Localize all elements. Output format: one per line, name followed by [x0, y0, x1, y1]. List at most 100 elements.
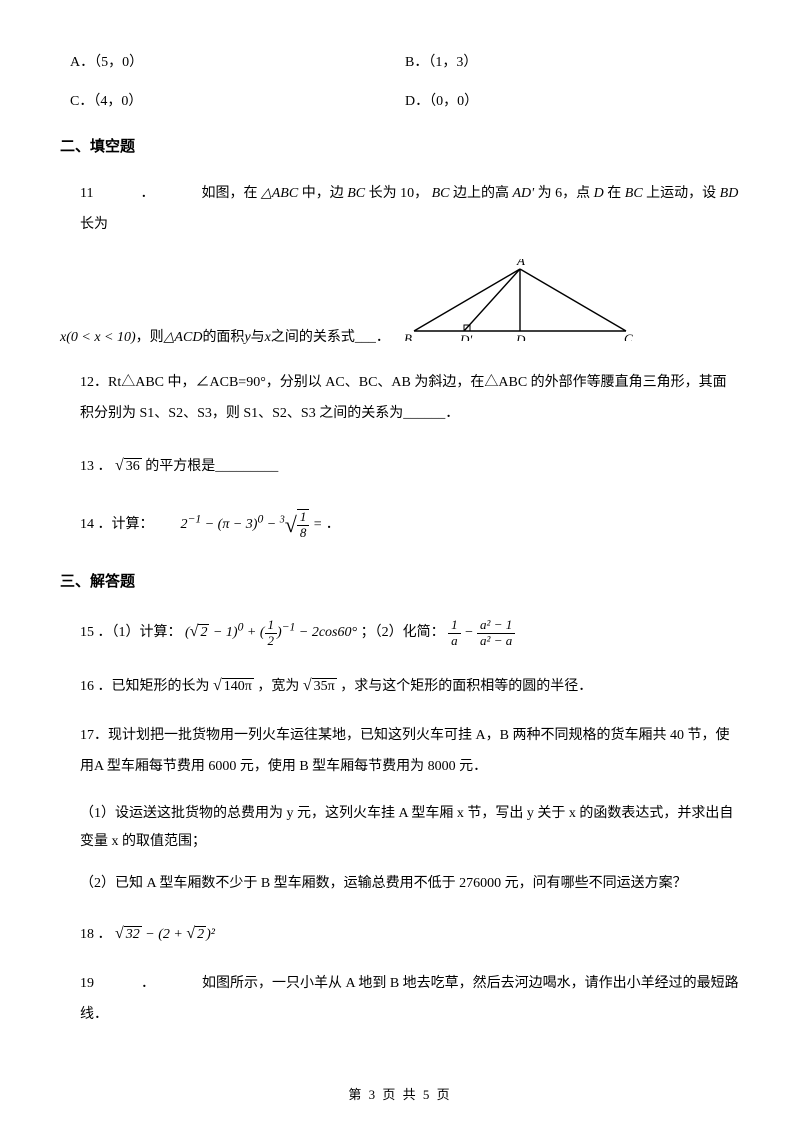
q16-s2: 35π: [312, 678, 337, 694]
q18-num: 18: [80, 920, 94, 951]
question-12: 12．Rt△ABC 中，∠ACB=90°，分别以 AC、BC、AB 为斜边，在△…: [60, 368, 740, 430]
q11-num: 11: [80, 179, 93, 210]
q15-f2n: a² − 1: [477, 618, 515, 633]
q13-sqrt-val: 36: [124, 458, 142, 474]
option-a: A．（5，0）: [70, 50, 405, 75]
q16-sqrt1: √140π: [213, 668, 254, 703]
q11-d: D: [594, 186, 604, 201]
q15-f2d: a² − a: [477, 634, 515, 648]
q17-sub2: （2）已知 A 型车厢数不少于 B 型车厢数，运输总费用不低于 276000 元…: [60, 870, 740, 898]
triangle-svg: A B D' D C: [400, 259, 640, 341]
q14-m1: −: [205, 517, 218, 532]
q14-tail: ．: [326, 517, 340, 532]
q11-bc1: BC: [347, 186, 365, 201]
question-13: 13 ． √36 的平方根是_________: [60, 448, 740, 483]
options-row-2: C．（4，0） D．（0，0）: [60, 89, 740, 114]
q14-neg1: −1: [188, 512, 202, 525]
question-17: 17．现计划把一批货物用一列火车运往某地，已知这列火车可挂 A，B 两种不同规格…: [60, 721, 740, 783]
q14-expr: 2−1 − (π − 3)0 − 3√18 =: [181, 501, 323, 549]
question-16: 16 ．已知矩形的长为 √140π ，宽为 √35π ，求与这个矩形的面积相等的…: [60, 668, 740, 703]
q15-en1: −1: [282, 621, 296, 634]
q15-mid: ；（2）化简：: [361, 625, 445, 640]
option-d: D．（0，0）: [405, 89, 740, 114]
q19-text: 如图所示，一只小羊从 A 地到 B 地去吃草，然后去河边喝水，请作出小羊经过的最…: [80, 976, 739, 1022]
q14-fn: 1: [297, 510, 310, 525]
q11-line2: x(0 < x < 10) ，则 △ACD 的面积 y 与 x 之间的关系式__…: [60, 259, 740, 350]
question-18: 18 ． √32 − (2 + √2)²: [60, 916, 740, 951]
q11-range: x(0 < x < 10): [60, 325, 136, 350]
q11-t2: 中，边: [302, 186, 344, 201]
sqrt-36: √36: [115, 448, 142, 483]
q15-pl: + (: [243, 625, 264, 640]
q11-acd: △ACD: [164, 325, 203, 350]
q19-num: 19: [80, 969, 94, 1000]
q12-text: ．Rt△ABC 中，∠ACB=90°，分别以 AC、BC、AB 为斜边，在△AB…: [80, 375, 727, 421]
q11-t9: ，则: [136, 325, 164, 350]
q15-f1d: a: [448, 634, 461, 648]
q15-fd: 2: [265, 634, 278, 648]
question-14: 14 ．计算： 2−1 − (π − 3)0 − 3√18 = ．: [60, 501, 740, 549]
q14-m2: −: [267, 517, 280, 532]
q14-2: 2: [181, 517, 188, 532]
q15-num: 15: [80, 618, 94, 649]
q11-t8: 长为: [80, 217, 108, 232]
q18-s2: 2: [195, 926, 206, 942]
svg-text:B: B: [404, 331, 412, 341]
q14-eq: =: [313, 517, 322, 532]
q13-dot: ．: [98, 459, 112, 474]
q11-ad: AD': [512, 186, 534, 201]
q16-num: 16: [80, 672, 94, 703]
q14-0: 0: [257, 512, 263, 525]
q14-fd: 8: [297, 526, 310, 540]
q15-fn: 1: [265, 618, 278, 633]
q16-s1: 140π: [222, 678, 254, 694]
q18-s32: 32: [124, 926, 142, 942]
q13-num: 13: [80, 452, 94, 483]
section-answer: 三、解答题: [60, 569, 740, 596]
q16-t1: ，宽为: [257, 679, 299, 694]
question-11: 11 ． 如图，在 △ABC 中，边 BC 长为 10， BC 边上的高 AD'…: [60, 179, 740, 241]
q15-f1n: 1: [448, 618, 461, 633]
question-19: 19 ． 如图所示，一只小羊从 A 地到 B 地去吃草，然后去河边喝水，请作出小…: [60, 969, 740, 1031]
q18-m: − (2 +: [142, 927, 187, 942]
q11-bd: BD: [720, 186, 739, 201]
q11-t5: 为 6，点: [538, 186, 591, 201]
options-row-1: A．（5，0） B．（1，3）: [60, 50, 740, 75]
q11-abc: △ABC: [261, 186, 298, 201]
q11-t1: 如图，在: [201, 186, 257, 201]
q13-text: 的平方根是_________: [145, 459, 278, 474]
q11-t6: 在: [607, 186, 621, 201]
option-b: B．（1，3）: [405, 50, 740, 75]
q17-num: 17: [80, 721, 94, 752]
q15-t1: − 1): [209, 625, 237, 640]
q14-dot: ．计算：: [98, 517, 154, 532]
q15-cos: − 2cos60°: [295, 625, 357, 640]
q15-expr1: (√2 − 1)0 + (12)−1 − 2cos60°: [185, 614, 357, 649]
q11-t12: 之间的关系式___．: [271, 325, 390, 350]
q16-dot: ．已知矩形的长为: [98, 679, 210, 694]
svg-text:D: D: [515, 332, 526, 341]
q11-t3: 长为 10，: [369, 186, 429, 201]
q11-t4: 边上的高: [453, 186, 509, 201]
option-c: C．（4，0）: [70, 89, 405, 114]
q17-sub1: （1）设运送这批货物的总费用为 y 元，这列火车挂 A 型车厢 x 节，写出 y…: [60, 800, 740, 856]
section-fill-blank: 二、填空题: [60, 134, 740, 161]
q18-dot: ．: [98, 927, 112, 942]
page-footer: 第 3 页 共 5 页: [0, 1083, 800, 1106]
q11-t10: 的面积: [202, 325, 244, 350]
q11-t11: 与: [251, 325, 265, 350]
svg-text:D': D': [459, 332, 472, 341]
q11-bc2: BC: [432, 186, 450, 201]
q16-t2: ，求与这个矩形的面积相等的圆的半径．: [340, 679, 592, 694]
q17-text: ．现计划把一批货物用一列火车运往某地，已知这列火车可挂 A，B 两种不同规格的货…: [80, 728, 729, 774]
q11-t7: 上运动，设: [646, 186, 716, 201]
triangle-diagram: A B D' D C: [400, 259, 640, 350]
q11-dot: ．: [140, 186, 154, 201]
q16-sqrt2: √35π: [303, 668, 337, 703]
svg-text:A: A: [516, 259, 525, 268]
q12-num: 12: [80, 368, 94, 399]
q15-dot: ．（1）计算：: [98, 625, 182, 640]
q15-expr2: 1a − a² − 1a² − a: [448, 618, 515, 649]
q14-pi: (π − 3): [218, 517, 258, 532]
svg-text:C: C: [624, 331, 633, 341]
